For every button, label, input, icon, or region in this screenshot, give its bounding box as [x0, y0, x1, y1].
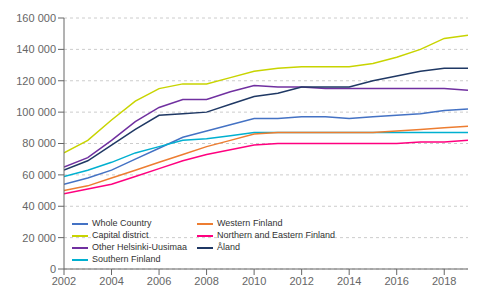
svg-text:2018: 2018 [432, 275, 456, 287]
svg-text:2008: 2008 [194, 275, 218, 287]
html-text:Capital district: Capital district [92, 230, 149, 240]
html-text:Southern Finland: Southern Finland [92, 254, 161, 264]
svg-text:2006: 2006 [147, 275, 171, 287]
svg-text:2004: 2004 [99, 275, 123, 287]
svg-text:160 000: 160 000 [16, 12, 56, 24]
svg-text:2012: 2012 [289, 275, 313, 287]
svg-text:2014: 2014 [337, 275, 361, 287]
svg-text:0: 0 [50, 263, 56, 275]
html-text:Åland: Åland [217, 242, 241, 252]
svg-text:140 000: 140 000 [16, 43, 56, 55]
svg-text:40 000: 40 000 [22, 200, 56, 212]
svg-text:20 000: 20 000 [22, 232, 56, 244]
svg-text:60 000: 60 000 [22, 169, 56, 181]
svg-text:120 000: 120 000 [16, 75, 56, 87]
svg-text:2010: 2010 [242, 275, 266, 287]
html-text:Other Helsinki-Uusimaa: Other Helsinki-Uusimaa [92, 242, 187, 252]
svg-text:100 000: 100 000 [16, 106, 56, 118]
svg-text:2016: 2016 [384, 275, 408, 287]
html-text:Northern and Eastern Finland: Northern and Eastern Finland [217, 230, 336, 240]
html-text:Western Finland: Western Finland [217, 218, 283, 228]
svg-text:80 000: 80 000 [22, 137, 56, 149]
svg-text:2002: 2002 [52, 275, 76, 287]
html-text:Whole Country: Whole Country [92, 218, 152, 228]
